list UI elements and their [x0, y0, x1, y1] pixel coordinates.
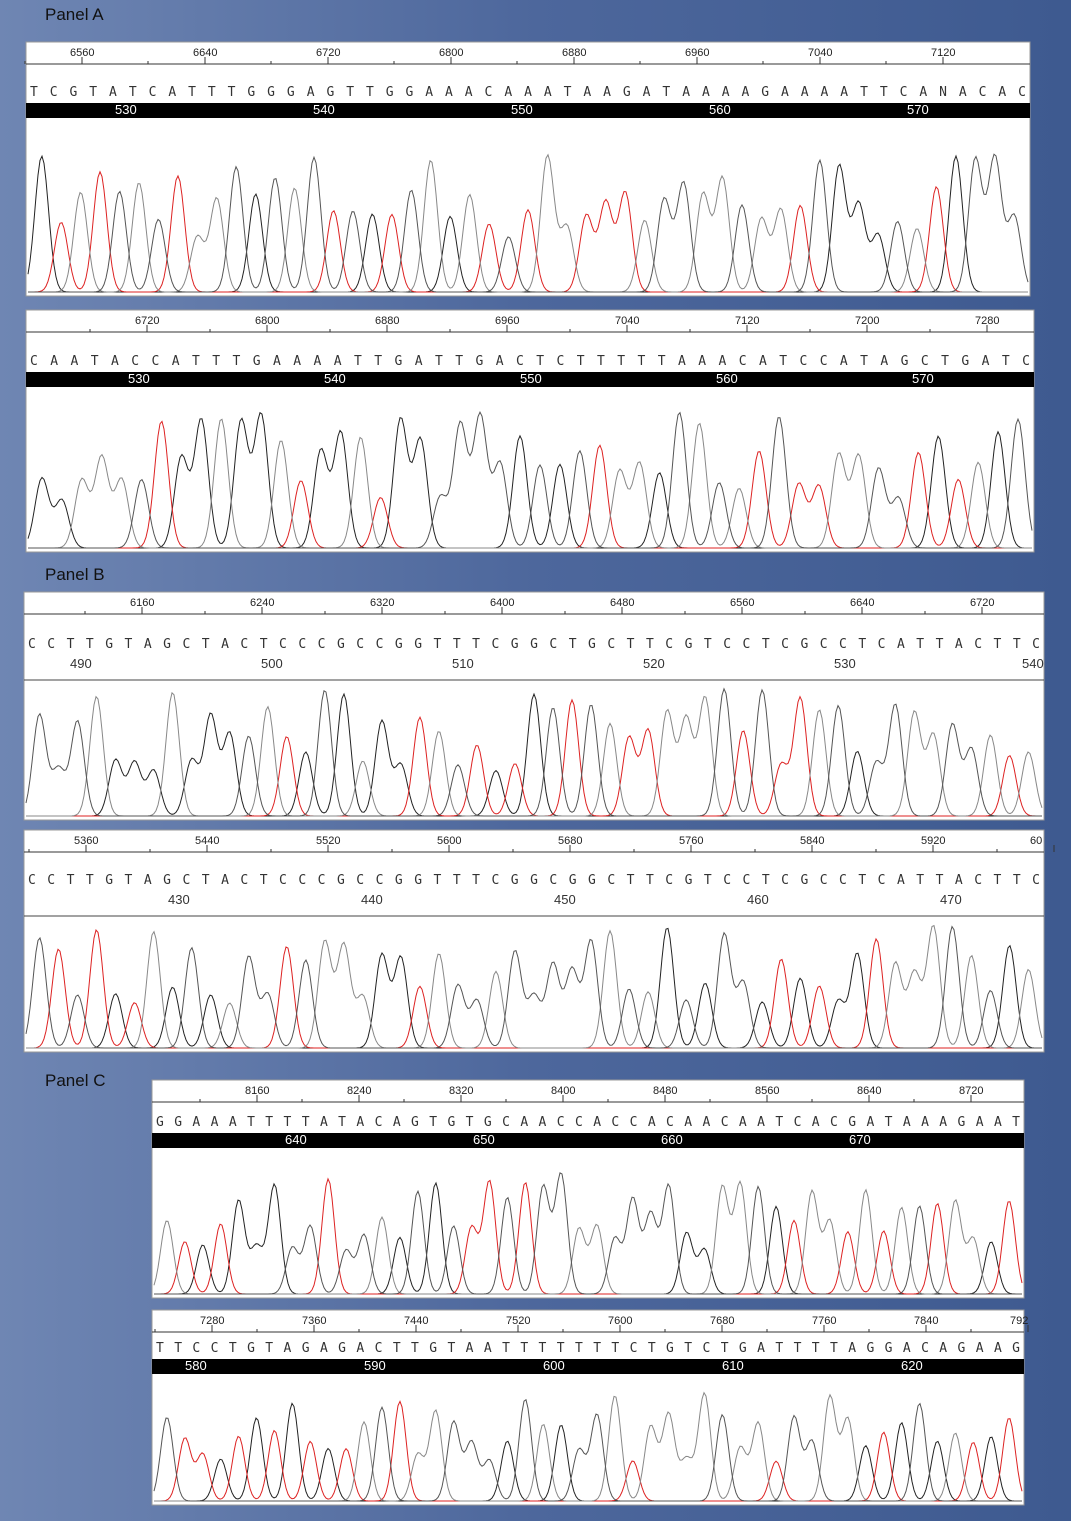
position-label: 660 — [661, 1132, 683, 1147]
strip — [24, 830, 1044, 1052]
position-label: 550 — [511, 102, 533, 117]
strip — [26, 42, 1030, 296]
ruler-label: 7760 — [812, 1315, 836, 1327]
ruler-label: 8720 — [959, 1085, 983, 1097]
position-label: 560 — [709, 102, 731, 117]
panel-label: Panel B — [45, 565, 105, 584]
position-label: 670 — [849, 1132, 871, 1147]
ruler-label: 6320 — [370, 597, 394, 609]
ruler-label: 792 — [1010, 1315, 1028, 1327]
position-label: 600 — [543, 1358, 565, 1373]
strip — [24, 592, 1044, 820]
position-label: 460 — [747, 892, 769, 907]
ruler-label: 7280 — [975, 315, 999, 327]
ruler-label: 6720 — [970, 597, 994, 609]
position-label: 530 — [834, 656, 856, 671]
position-label: 450 — [554, 892, 576, 907]
ruler-label: 6960 — [495, 315, 519, 327]
ruler-label: 60 — [1030, 835, 1042, 847]
ruler-label: 7120 — [931, 47, 955, 59]
ruler-label: 7680 — [710, 1315, 734, 1327]
position-label: 430 — [168, 892, 190, 907]
position-label: 490 — [70, 656, 92, 671]
ruler-label: 5840 — [800, 835, 824, 847]
ruler-label: 5440 — [195, 835, 219, 847]
position-label: 580 — [185, 1358, 207, 1373]
ruler-label: 7120 — [735, 315, 759, 327]
ruler-label: 5600 — [437, 835, 461, 847]
ruler-label: 6160 — [130, 597, 154, 609]
ruler-label: 7040 — [808, 47, 832, 59]
position-label: 570 — [907, 102, 929, 117]
position-label: 620 — [901, 1358, 923, 1373]
position-label: 540 — [313, 102, 335, 117]
ruler-label: 7520 — [506, 1315, 530, 1327]
ruler-label: 7040 — [615, 315, 639, 327]
ruler-label: 5680 — [558, 835, 582, 847]
position-label: 570 — [912, 371, 934, 386]
position-bar — [152, 1133, 1024, 1148]
strip — [152, 1310, 1024, 1505]
ruler-label: 8400 — [551, 1085, 575, 1097]
ruler-label: 8480 — [653, 1085, 677, 1097]
position-label: 540 — [324, 371, 346, 386]
ruler-label: 7840 — [914, 1315, 938, 1327]
ruler-label: 6720 — [135, 315, 159, 327]
position-label: 540 — [1022, 656, 1044, 671]
ruler-label: 6560 — [730, 597, 754, 609]
ruler-label: 6800 — [439, 47, 463, 59]
ruler-label: 6560 — [70, 47, 94, 59]
ruler-label: 5360 — [74, 835, 98, 847]
ruler-label: 6240 — [250, 597, 274, 609]
ruler-label: 7440 — [404, 1315, 428, 1327]
ruler-label: 6960 — [685, 47, 709, 59]
ruler-label: 7280 — [200, 1315, 224, 1327]
ruler-label: 6480 — [610, 597, 634, 609]
ruler-label: 8320 — [449, 1085, 473, 1097]
position-label: 610 — [722, 1358, 744, 1373]
ruler-label: 6640 — [850, 597, 874, 609]
position-label: 520 — [643, 656, 665, 671]
ruler-label: 5520 — [316, 835, 340, 847]
position-label: 440 — [361, 892, 383, 907]
position-label: 470 — [940, 892, 962, 907]
position-label: 510 — [452, 656, 474, 671]
strip — [152, 1080, 1024, 1298]
position-label: 530 — [128, 371, 150, 386]
position-label: 500 — [261, 656, 283, 671]
position-label: 590 — [364, 1358, 386, 1373]
ruler-label: 8160 — [245, 1085, 269, 1097]
position-label: 550 — [520, 371, 542, 386]
position-label: 650 — [473, 1132, 495, 1147]
position-bar — [152, 1359, 1024, 1374]
ruler-label: 6720 — [316, 47, 340, 59]
ruler-label: 5920 — [921, 835, 945, 847]
position-label: 560 — [716, 371, 738, 386]
position-label: 640 — [285, 1132, 307, 1147]
position-label: 530 — [115, 102, 137, 117]
panel-label: Panel C — [45, 1071, 105, 1090]
ruler-label: 8640 — [857, 1085, 881, 1097]
ruler-label: 6400 — [490, 597, 514, 609]
ruler-label: 5760 — [679, 835, 703, 847]
ruler-label: 6880 — [562, 47, 586, 59]
ruler-label: 8560 — [755, 1085, 779, 1097]
ruler-label: 6800 — [255, 315, 279, 327]
ruler-label: 7360 — [302, 1315, 326, 1327]
ruler-label: 8240 — [347, 1085, 371, 1097]
ruler-label: 6640 — [193, 47, 217, 59]
ruler-label: 6880 — [375, 315, 399, 327]
ruler-label: 7200 — [855, 315, 879, 327]
figure: Panel A65606640672068006880696070407120T… — [0, 0, 1071, 1521]
panel-label: Panel A — [45, 5, 104, 24]
ruler-label: 7600 — [608, 1315, 632, 1327]
